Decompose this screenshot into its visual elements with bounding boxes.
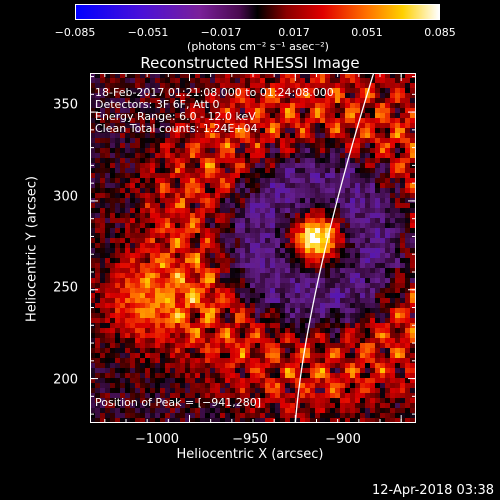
x-tick-label: −900 [325, 432, 361, 447]
annotation-detectors: Detectors: 3F 6F, Att 0 [95, 98, 220, 111]
colorbar-tick-label: −0.051 [127, 26, 169, 39]
solar-limb-curve [294, 73, 375, 423]
annotation-energy-range: Energy Range: 6.0 - 12.0 keV [95, 110, 256, 123]
colorbar-tick-label: 0.085 [424, 26, 456, 39]
x-axis-label: Heliocentric X (arcsec) [176, 447, 324, 462]
plot-area [90, 73, 416, 423]
colorbar [75, 4, 440, 20]
annotation-total-counts: Clean Total counts: 1.24E+04 [95, 122, 258, 135]
generation-timestamp: 12-Apr-2018 03:38 [372, 483, 494, 498]
y-axis-label: Heliocentric Y (arcsec) [24, 176, 40, 322]
y-tick-label: 300 [53, 189, 78, 205]
chart-title: Reconstructed RHESSI Image [140, 54, 360, 72]
y-tick-label: 350 [53, 97, 78, 113]
colorbar-tick-label: −0.017 [200, 26, 242, 39]
peak-position-label: Position of Peak = [−941,280] [95, 396, 262, 409]
x-tick-label: −950 [232, 432, 268, 447]
heatmap-image [90, 73, 416, 423]
colorbar-tick-label: 0.051 [351, 26, 383, 39]
y-tick-label: 200 [53, 372, 78, 388]
colorbar-tick-label: 0.017 [278, 26, 310, 39]
colorbar-unit-label: (photons cm⁻² s⁻¹ asec⁻²) [187, 40, 329, 53]
x-tick-label: −1000 [135, 432, 179, 447]
y-tick-label: 250 [53, 280, 78, 296]
annotation-time-range: 18-Feb-2017 01:21:08.000 to 01:24:08.000 [95, 86, 334, 99]
colorbar-tick-label: −0.085 [54, 26, 96, 39]
